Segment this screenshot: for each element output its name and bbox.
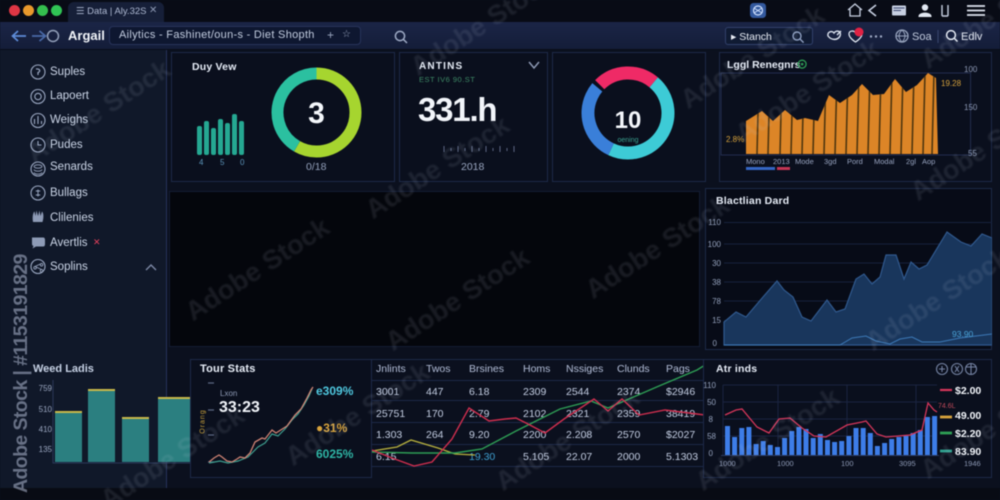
- svg-text:2544: 2544: [566, 386, 590, 398]
- svg-text:2570: 2570: [617, 429, 641, 441]
- svg-text:135: 135: [39, 445, 53, 454]
- svg-text:Pags: Pags: [666, 363, 690, 375]
- svg-text:510: 510: [39, 405, 53, 414]
- svg-text:Pord: Pord: [847, 157, 863, 166]
- svg-text:55: 55: [968, 149, 977, 158]
- svg-text:2013: 2013: [773, 157, 790, 166]
- svg-text:Mode: Mode: [795, 157, 814, 166]
- svg-text:5: 5: [220, 158, 225, 167]
- svg-text:$2946: $2946: [666, 386, 695, 398]
- svg-text:264: 264: [426, 429, 444, 441]
- svg-text:100: 100: [841, 459, 854, 468]
- svg-text:58: 58: [707, 432, 716, 441]
- svg-text:150: 150: [964, 103, 978, 112]
- svg-text:49.00: 49.00: [955, 410, 981, 422]
- svg-text:$2.20: $2.20: [955, 428, 981, 440]
- svg-text:Soa: Soa: [912, 31, 932, 43]
- svg-text:3gd: 3gd: [824, 157, 837, 166]
- svg-text:22.07: 22.07: [566, 451, 592, 463]
- svg-text:3: 3: [308, 97, 325, 130]
- svg-text:4: 4: [199, 158, 204, 167]
- svg-text:10: 10: [615, 107, 642, 134]
- svg-text:Homs: Homs: [523, 363, 550, 375]
- svg-text:$2027: $2027: [666, 429, 695, 441]
- svg-text:0: 0: [240, 158, 245, 167]
- svg-text:Brsines: Brsines: [469, 363, 504, 375]
- svg-text:93.90: 93.90: [952, 329, 974, 339]
- svg-text:447: 447: [426, 386, 444, 398]
- svg-text:Modal: Modal: [874, 157, 895, 166]
- svg-text:410: 410: [39, 425, 53, 434]
- svg-text:759: 759: [39, 384, 53, 393]
- svg-text:3001: 3001: [376, 386, 400, 398]
- svg-text:2000: 2000: [617, 451, 641, 463]
- svg-text:2.8%: 2.8%: [726, 135, 744, 144]
- svg-text:38419: 38419: [666, 408, 695, 420]
- svg-text:19.30: 19.30: [469, 451, 495, 463]
- svg-text:50: 50: [707, 398, 716, 407]
- svg-text:19.28: 19.28: [941, 79, 962, 88]
- svg-text:170: 170: [426, 408, 444, 420]
- svg-text:1000: 1000: [777, 459, 794, 468]
- svg-text:Nssiges: Nssiges: [566, 363, 603, 375]
- svg-text:2309: 2309: [523, 386, 547, 398]
- svg-text:110: 110: [703, 381, 716, 390]
- svg-text:38: 38: [712, 278, 721, 287]
- svg-text:Clunds: Clunds: [617, 363, 650, 375]
- svg-text:5.105: 5.105: [523, 451, 549, 463]
- svg-text:2.208: 2.208: [566, 429, 592, 441]
- svg-text:25751: 25751: [376, 408, 405, 420]
- svg-text:Edlv: Edlv: [961, 31, 983, 43]
- svg-text:2gl: 2gl: [906, 157, 916, 166]
- svg-text:78: 78: [712, 297, 721, 306]
- svg-text:1946: 1946: [964, 459, 981, 468]
- svg-text:9.20: 9.20: [469, 429, 490, 441]
- svg-text:0: 0: [713, 339, 718, 348]
- svg-text:2102: 2102: [523, 408, 547, 420]
- svg-text:2374: 2374: [617, 386, 641, 398]
- svg-text:100: 100: [708, 240, 722, 249]
- svg-text:8: 8: [709, 415, 714, 424]
- svg-text:3095: 3095: [899, 459, 916, 468]
- svg-text:5.1303: 5.1303: [666, 451, 698, 463]
- svg-text:Twos: Twos: [426, 363, 451, 375]
- svg-text:100: 100: [964, 65, 978, 74]
- svg-text:1.303: 1.303: [376, 429, 402, 441]
- svg-text:Mono: Mono: [746, 157, 765, 166]
- svg-text:110: 110: [708, 218, 721, 227]
- svg-text:$2.00: $2.00: [955, 385, 981, 397]
- svg-text:74.6L: 74.6L: [938, 403, 956, 410]
- svg-text:2200: 2200: [523, 429, 547, 441]
- svg-text:83.90: 83.90: [955, 446, 981, 458]
- svg-text:30: 30: [712, 259, 721, 268]
- svg-text:oening: oening: [617, 137, 638, 144]
- svg-text:6.18: 6.18: [469, 386, 490, 398]
- svg-text:0: 0: [709, 449, 714, 458]
- svg-text:1000: 1000: [719, 459, 736, 468]
- svg-text:2321: 2321: [566, 408, 590, 420]
- svg-text:15: 15: [712, 316, 721, 325]
- svg-text:Jnlints: Jnlints: [376, 363, 406, 375]
- svg-text:Aop: Aop: [922, 157, 935, 166]
